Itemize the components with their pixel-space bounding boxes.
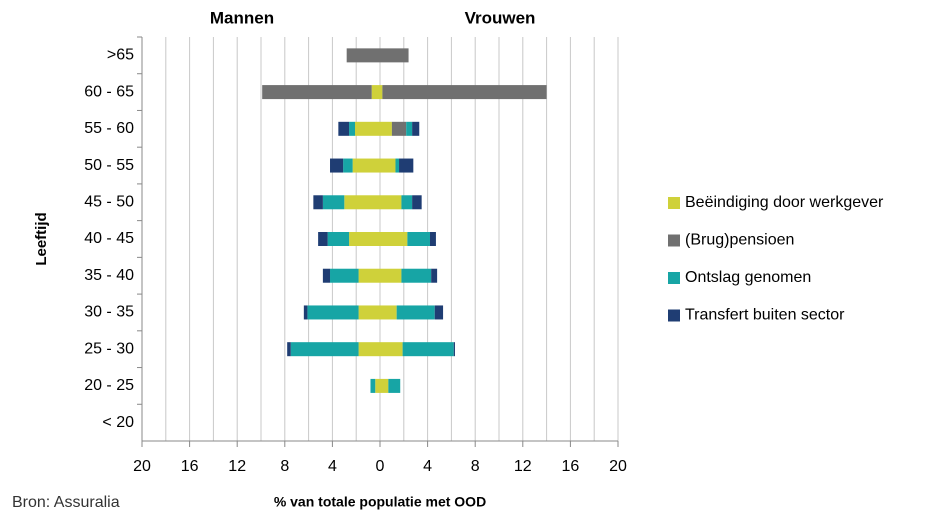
bar-segment [346, 48, 380, 63]
y-tick-label: 50 - 55 [84, 157, 134, 174]
bar-segment [380, 158, 396, 173]
y-tick-label: 25 - 30 [84, 340, 134, 357]
y-tick-label: 35 - 40 [84, 267, 134, 284]
x-tick-label: 0 [376, 458, 385, 475]
bar-segment [412, 121, 420, 136]
legend-swatch [668, 309, 680, 322]
bar-segment [349, 232, 380, 246]
bar-segment [431, 268, 438, 283]
bar-segment [375, 378, 380, 393]
bar-segment [429, 232, 436, 246]
bar-segment [401, 195, 413, 210]
bar-segment [344, 195, 380, 210]
bar-segment [322, 195, 345, 210]
bar-segment [388, 378, 401, 393]
bar-segment [355, 121, 380, 136]
right-label: Vrouwen [465, 8, 536, 27]
y-tick-label: 30 - 35 [84, 304, 134, 321]
y-tick-label: 60 - 65 [84, 83, 134, 100]
y-tick-label: 55 - 60 [84, 120, 134, 137]
bar-segment [262, 85, 372, 100]
bar-segment [290, 342, 359, 357]
bar-segment [318, 232, 328, 246]
y-tick-label: >65 [107, 47, 134, 64]
bar-segment [402, 342, 454, 357]
x-tick-label: 8 [471, 458, 480, 475]
bar-segment [358, 305, 380, 320]
bar-segment [382, 85, 547, 100]
bar-segment [396, 305, 435, 320]
bar-segment [380, 195, 402, 210]
bar-segment [303, 305, 308, 320]
y-tick-label: < 20 [102, 414, 134, 431]
y-tick-label: 20 - 25 [84, 377, 134, 394]
bar-segment [380, 85, 383, 100]
bar-segment [352, 158, 380, 173]
x-tick-label: 16 [562, 458, 580, 475]
bar-segment [399, 158, 414, 173]
source: Bron: Assuralia [12, 494, 120, 511]
bar-segment [395, 158, 400, 173]
bar-segment [358, 268, 380, 283]
bar-segment [380, 305, 397, 320]
bar-segment [380, 342, 403, 357]
x-tick-label: 12 [514, 458, 532, 475]
legend-label: Ontslag genomen [685, 269, 811, 286]
bar-segment [380, 268, 402, 283]
bar-segment [412, 195, 422, 210]
x-tick-label: 8 [280, 458, 289, 475]
bar-segment [313, 195, 323, 210]
legend-swatch [668, 197, 680, 209]
bar-segment [453, 342, 455, 357]
x-tick-label: 12 [228, 458, 246, 475]
x-tick-label: 4 [423, 458, 432, 475]
bar-segment [407, 232, 430, 246]
bar-segment [327, 232, 350, 246]
bar-segment [380, 378, 389, 393]
legend-label: Beëindiging door werkgever [685, 194, 884, 211]
bar-segment [358, 342, 380, 357]
bar-segment [391, 121, 407, 136]
bar-segment [349, 121, 356, 136]
x-tick-label: 20 [609, 458, 627, 475]
bar-segment [338, 121, 350, 136]
y-tick-label: 45 - 50 [84, 193, 134, 210]
bar-segment [307, 305, 359, 320]
bar-segment [371, 85, 380, 100]
bar-segment [380, 48, 409, 63]
legend-label: (Brug)pensioen [685, 232, 794, 249]
left-label: Mannen [210, 8, 274, 27]
x-tick-label: 4 [328, 458, 337, 475]
x-tick-label: 20 [133, 458, 151, 475]
legend-swatch [668, 234, 680, 247]
legend-swatch [668, 272, 680, 284]
bar-segment [330, 158, 344, 173]
bar-segment [287, 342, 291, 357]
bar-segment [380, 232, 408, 246]
bar-segment [406, 121, 413, 136]
bar-segment [343, 158, 353, 173]
bar-segment [330, 268, 359, 283]
y-tick-label: 40 - 45 [84, 230, 134, 247]
bar-segment [380, 121, 392, 136]
bar-segment [322, 268, 331, 283]
y-axis-label: Leeftijd [33, 212, 50, 265]
bar-segment [401, 268, 432, 283]
bar-segment [370, 378, 376, 393]
x-tick-label: 16 [181, 458, 199, 475]
bar-segment [434, 305, 444, 320]
legend-label: Transfert buiten sector [685, 307, 845, 324]
x-axis-label: % van totale populatie met OOD [274, 494, 486, 510]
